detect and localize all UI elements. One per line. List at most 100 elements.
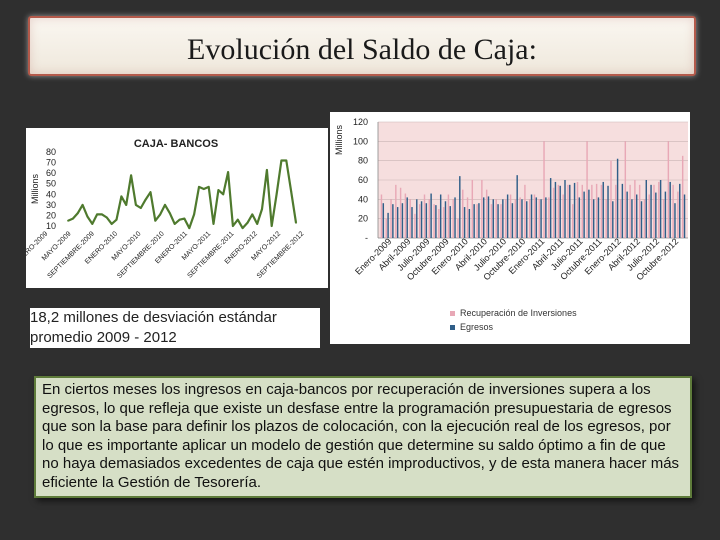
bar-recuperacion	[524, 184, 526, 238]
bar-recuperacion	[419, 204, 421, 238]
bar-recuperacion	[481, 180, 483, 238]
bar-egresos	[540, 199, 542, 238]
explanation-text: En ciertos meses los ingresos en caja-ba…	[42, 381, 680, 491]
bar-egresos	[602, 181, 604, 238]
line-point	[101, 213, 103, 216]
bar-recuperacion	[548, 197, 550, 238]
bar-chart-y-axis-label: Millions	[334, 125, 344, 156]
line-chart-y-tick-label: 30	[46, 200, 56, 210]
bar-recuperacion	[557, 184, 560, 238]
bar-egresos	[669, 181, 671, 238]
bar-recuperacion	[615, 184, 617, 238]
bar-chart-panel: Millions 120 100 80 60 40 20- Enero-2009 Abril-2…	[330, 112, 690, 302]
bar-chart-y-tick-label: 80	[358, 156, 368, 166]
line-point	[173, 222, 176, 225]
bar-egresos	[521, 199, 523, 238]
bar-recuperacion	[509, 194, 512, 238]
bar-recuperacion	[648, 194, 650, 238]
legend-label-recuperacion: Recuperación de Inversiones	[460, 308, 577, 318]
bar-recuperacion	[538, 199, 540, 238]
bar-egresos	[597, 197, 600, 238]
bar-egresos	[578, 197, 581, 238]
line-point	[159, 213, 162, 216]
legend-item-egresos: Egresos	[450, 322, 493, 332]
bar-recuperacion	[667, 141, 670, 238]
bar-egresos	[621, 183, 624, 238]
bar-egresos	[444, 201, 447, 238]
bar-recuperacion	[514, 199, 517, 238]
bar-recuperacion	[591, 184, 593, 238]
bar-egresos	[645, 180, 647, 238]
line-point	[81, 203, 84, 206]
bar-recuperacion	[562, 194, 564, 238]
bar-recuperacion	[466, 197, 469, 238]
line-point	[105, 216, 108, 219]
bar-recuperacion	[385, 218, 387, 238]
line-point	[290, 190, 293, 193]
bar-egresos	[430, 193, 432, 238]
line-point	[222, 193, 225, 196]
line-chart-y-tick-label: 10	[46, 221, 56, 231]
bar-recuperacion	[438, 209, 440, 238]
bar-recuperacion	[447, 194, 450, 238]
line-point	[154, 219, 157, 222]
bar-egresos	[506, 194, 509, 238]
caja-bancos-line-chart: CAJA- BANCOSMillions8070605040302010ENER…	[14, 138, 306, 280]
bar-egresos	[497, 204, 499, 238]
line-point	[183, 217, 186, 220]
bar-recuperacion	[476, 204, 478, 238]
bar-recuperacion	[576, 181, 579, 238]
bar-egresos	[473, 204, 475, 238]
line-point	[135, 203, 137, 206]
bar-recuperacion	[658, 181, 660, 238]
bar-egresos	[392, 204, 394, 238]
bar-recuperacion	[610, 160, 612, 238]
line-point	[212, 222, 215, 225]
bar-recuperacion	[471, 180, 474, 238]
bar-egresos	[612, 201, 614, 238]
line-point	[178, 218, 181, 221]
line-point	[241, 227, 244, 230]
bar-egresos	[459, 176, 461, 238]
bar-egresos	[401, 203, 404, 238]
bar-egresos	[588, 189, 590, 238]
line-point	[261, 208, 263, 210]
legend-label-egresos: Egresos	[460, 322, 494, 332]
bar-egresos	[674, 203, 676, 238]
std-deviation-caption: 18,2 millones de desviación estándar pro…	[30, 308, 320, 348]
bar-recuperacion	[457, 218, 459, 238]
bar-recuperacion	[462, 189, 464, 238]
bar-recuperacion	[572, 204, 574, 238]
bar-recuperacion	[528, 199, 531, 238]
line-chart-x-tick-label: SEPTIEMBRE-2012	[256, 230, 306, 280]
line-point	[115, 218, 118, 221]
line-point	[280, 159, 283, 162]
bar-egresos	[487, 196, 490, 238]
bar-egresos	[516, 175, 518, 238]
line-point	[251, 213, 254, 216]
legend-swatch-recuperacion	[450, 311, 455, 317]
bar-recuperacion	[519, 197, 521, 238]
bar-chart-y-tick-label: 20	[358, 214, 368, 224]
bar-egresos	[387, 212, 389, 238]
bar-egresos	[650, 184, 652, 238]
bar-egresos	[463, 207, 466, 238]
bar-egresos	[655, 192, 657, 238]
line-point	[120, 195, 123, 198]
bar-egresos	[592, 199, 595, 238]
line-chart-y-tick-label: 70	[46, 158, 56, 168]
line-point	[256, 222, 259, 225]
line-point	[110, 222, 113, 225]
bar-egresos	[626, 191, 628, 238]
bar-egresos	[382, 203, 385, 238]
line-point	[232, 225, 234, 227]
line-point	[275, 193, 278, 196]
line-point	[227, 171, 229, 173]
line-point	[71, 217, 74, 220]
line-chart-y-tick-label: 50	[46, 179, 56, 189]
bar-recuperacion	[634, 180, 636, 238]
bar-recuperacion	[452, 199, 454, 238]
line-point	[217, 189, 220, 191]
line-point	[193, 213, 196, 216]
bar-egresos	[468, 209, 471, 238]
